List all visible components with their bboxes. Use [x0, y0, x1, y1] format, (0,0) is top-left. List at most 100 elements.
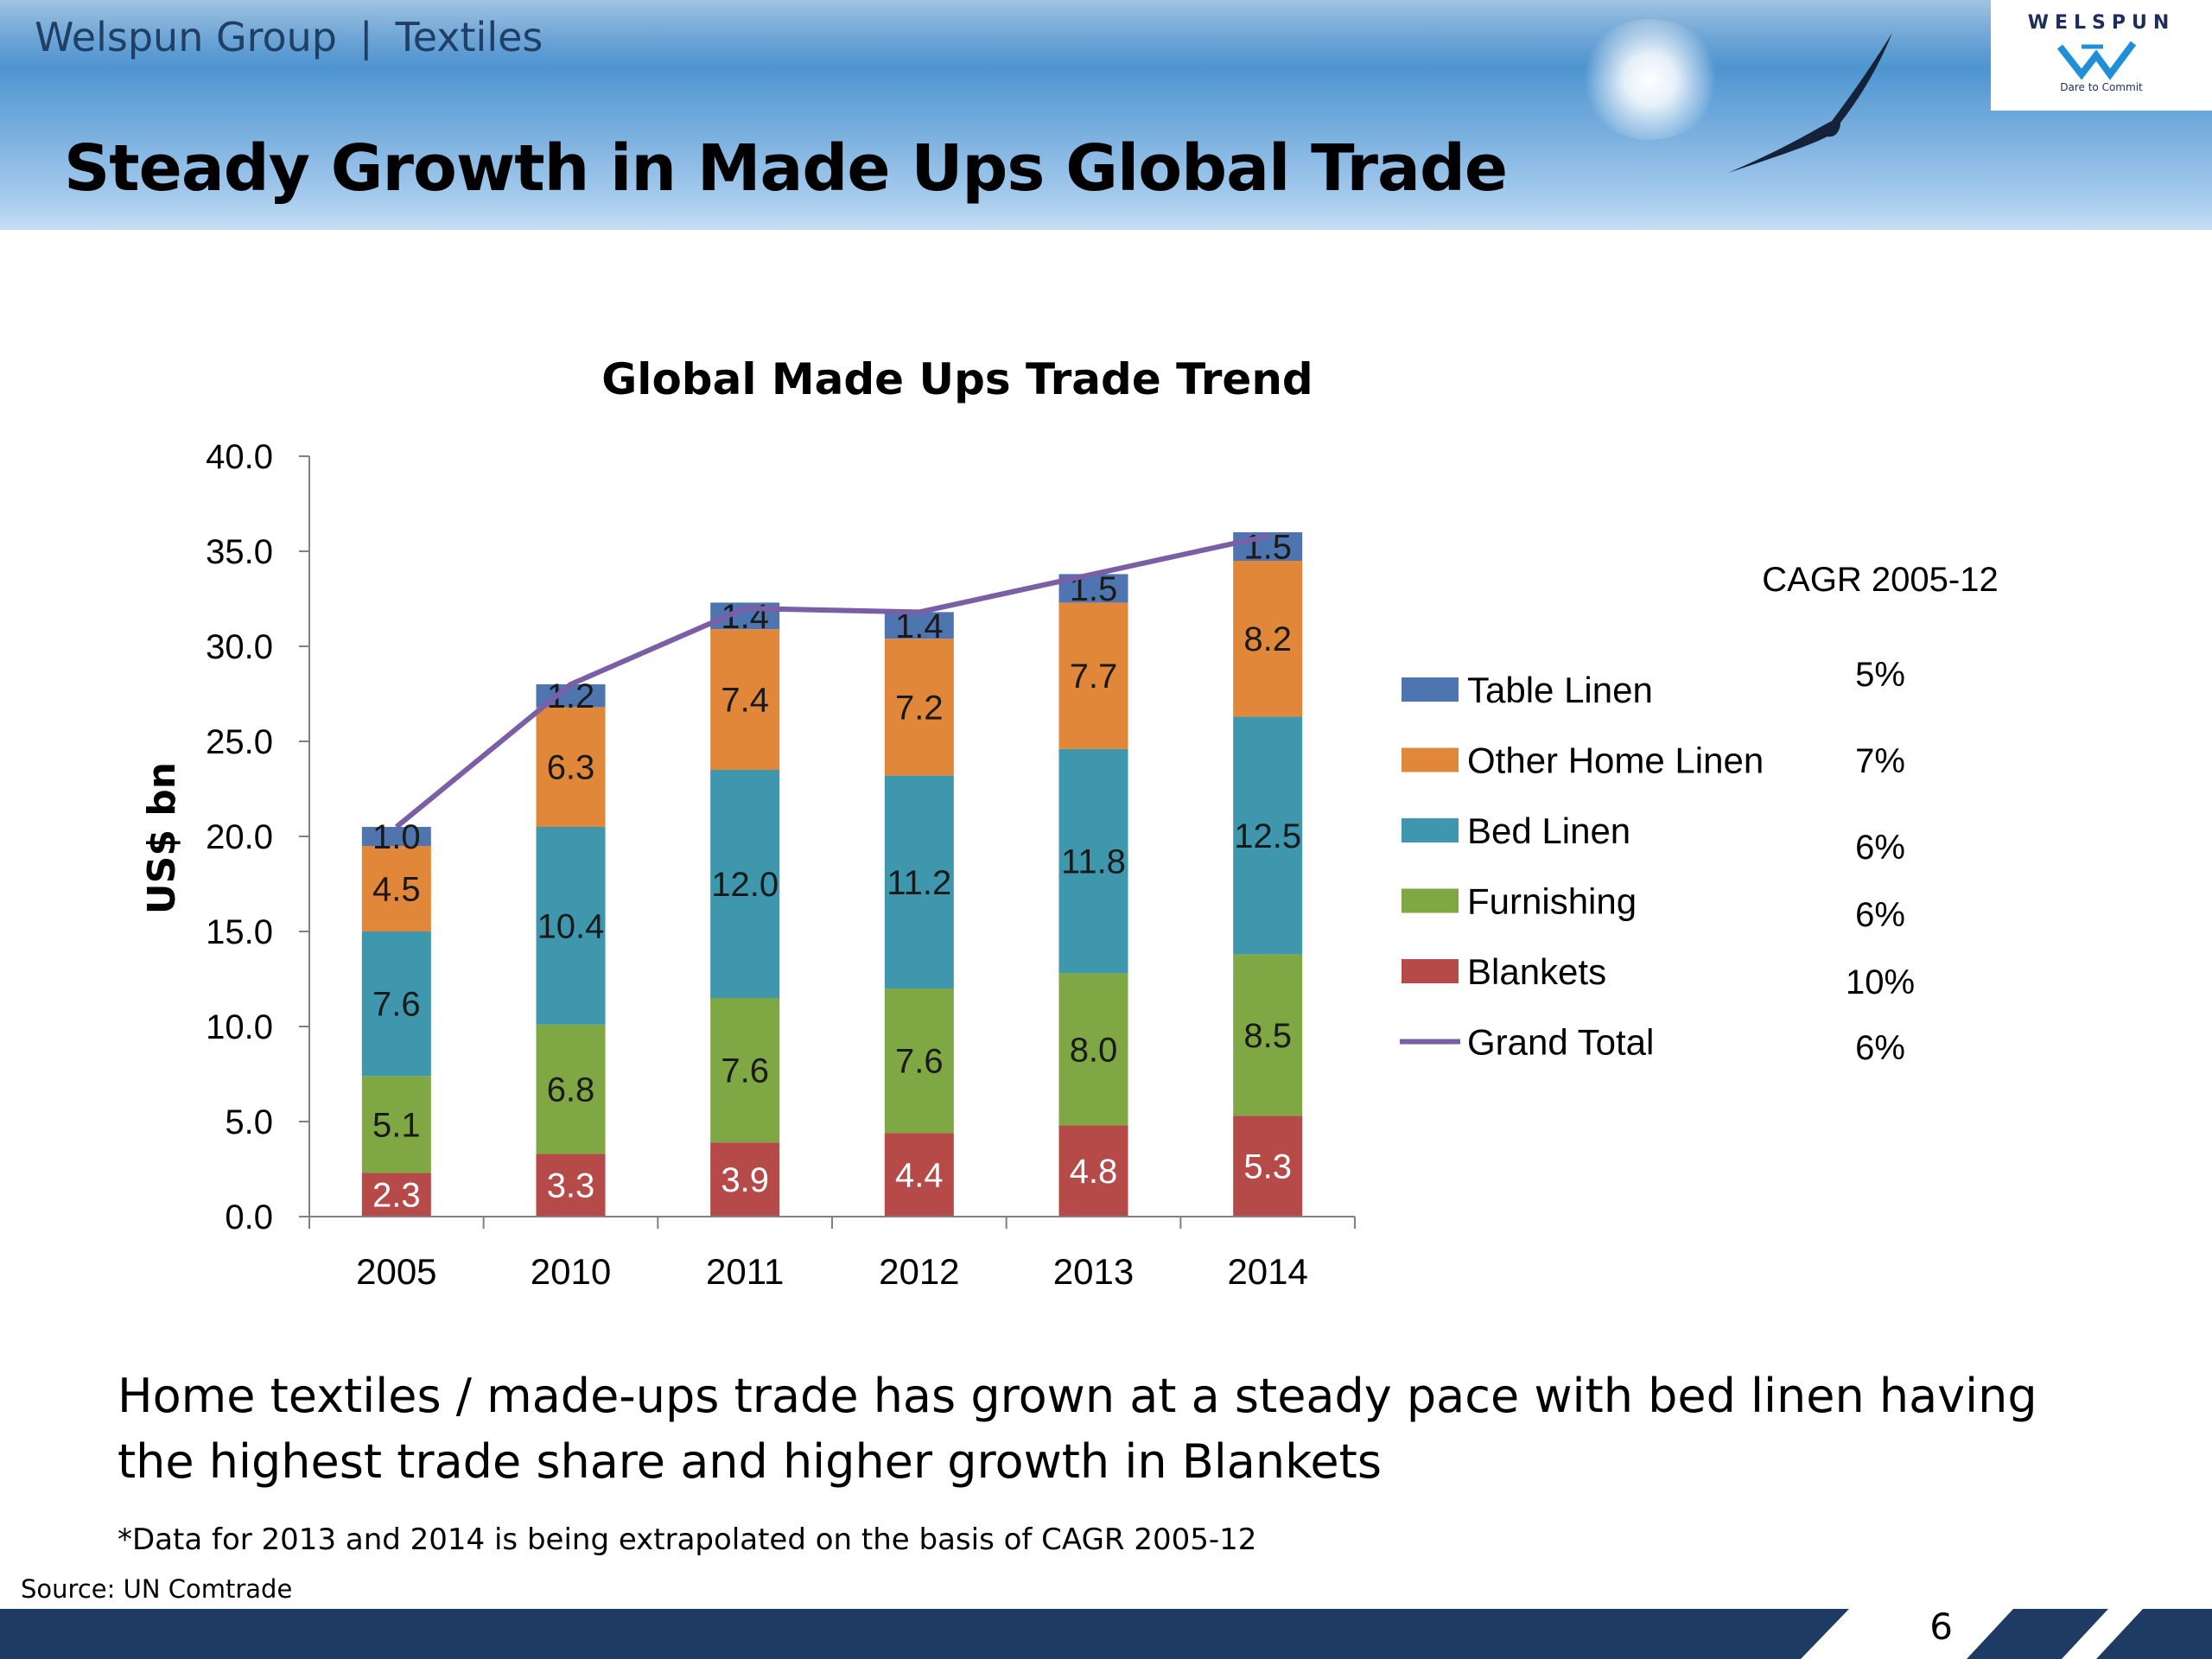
- y-tick-label: 40.0: [206, 438, 273, 476]
- legend-cagr-value: 6%: [1855, 896, 1905, 934]
- chart-legend: CAGR 2005-12 Table Linen 5% Other Home Line…: [1400, 561, 1999, 1067]
- legend-label: Furnishing: [1467, 881, 1637, 922]
- bar-value-label: 3.9: [721, 1161, 769, 1199]
- x-tick-label: 2014: [1227, 1251, 1307, 1292]
- y-tick-label: 5.0: [225, 1103, 273, 1141]
- bar-segment: [1058, 602, 1128, 749]
- bar-value-label: 12.5: [1234, 817, 1301, 855]
- bar-segment: [710, 629, 780, 770]
- bar-segment: [710, 770, 780, 998]
- y-tick-label: 10.0: [206, 1008, 273, 1046]
- bar-value-label: 4.4: [895, 1157, 944, 1195]
- bar-value-label: 7.7: [1070, 658, 1118, 696]
- summary-text: Home textiles / made-ups trade has grown…: [118, 1369, 2037, 1489]
- bar-segment: [884, 639, 954, 776]
- breadcrumb: Welspun Group | Textiles: [35, 14, 543, 60]
- x-tick-label: 2005: [356, 1251, 436, 1292]
- logo-w-icon: [2056, 41, 2137, 80]
- page-number: 6: [1929, 1605, 1953, 1648]
- bar-value-label: 2.3: [372, 1177, 421, 1215]
- bar-value-label: 10.4: [537, 907, 605, 945]
- bar-value-label: 5.1: [372, 1106, 421, 1144]
- legend-cagr-value: 10%: [1846, 963, 1915, 1001]
- logo-wordmark: WELSPUN: [2027, 12, 2176, 34]
- bar-value-label: 11.8: [1061, 843, 1126, 881]
- bar-value-label: 7.6: [721, 1052, 769, 1090]
- data-labels: 2.35.17.64.51.03.36.810.46.31.23.97.612.…: [372, 529, 1301, 1215]
- bar-segment: [1233, 954, 1303, 1116]
- bar-segment: [1233, 716, 1303, 955]
- header-banner: Welspun Group | Textiles Steady Growth in …: [0, 0, 2212, 230]
- source-note: Source: UN Comtrade: [21, 1574, 293, 1604]
- breadcrumb-separator: |: [359, 14, 373, 60]
- x-tick-label: 2013: [1053, 1251, 1134, 1292]
- legend-swatch: [1402, 888, 1459, 913]
- legend-swatch: [1402, 959, 1459, 983]
- bar-segment: [361, 1173, 431, 1217]
- bar-segment: [1058, 748, 1128, 974]
- bar-value-label: 5.3: [1243, 1148, 1292, 1186]
- legend-label: Grand Total: [1467, 1022, 1654, 1063]
- bar-segment: [884, 1133, 954, 1217]
- grand-total-line: [394, 533, 1268, 830]
- bar-value-label: 8.5: [1243, 1017, 1292, 1055]
- legend-swatch: [1402, 747, 1459, 772]
- bar-segment: [361, 827, 431, 846]
- bar-value-label: 7.6: [895, 1043, 944, 1081]
- grand-total-line-group: [394, 533, 1268, 830]
- bar-segment: [1233, 1116, 1303, 1217]
- chart-axes: [308, 456, 1356, 1229]
- legend-cagr-value: 6%: [1855, 1029, 1905, 1067]
- y-tick-label: 35.0: [206, 533, 273, 571]
- legend-label: Bed Linen: [1467, 810, 1630, 851]
- bar-segment: [361, 846, 431, 931]
- breadcrumb-section: Textiles: [395, 14, 543, 60]
- bar-value-label: 7.2: [895, 689, 944, 727]
- bar-segment: [710, 1142, 780, 1217]
- y-axis-label: US$ bn: [140, 762, 184, 914]
- bar-segment: [536, 1024, 606, 1154]
- legend-label: Table Linen: [1467, 670, 1653, 710]
- x-axis-ticks: 2005 2010 2011 2012 2013 2014: [356, 1251, 1308, 1292]
- company-logo: WELSPUN Dare to Commit: [1991, 0, 2212, 111]
- y-axis-ticks: 0.0 5.0 10.0 15.0 20.0 25.0 30.0 35.0 40.0: [206, 438, 309, 1236]
- bar-value-label: 7.6: [372, 986, 421, 1024]
- bar-segment: [884, 612, 954, 639]
- legend-swatch: [1402, 677, 1459, 702]
- bar-stacks: [361, 532, 1303, 1217]
- bar-segment: [1058, 1125, 1128, 1217]
- bar-segment: [1233, 561, 1303, 717]
- bar-segment: [361, 1076, 431, 1173]
- bar-segment: [884, 988, 954, 1134]
- x-tick-label: 2011: [706, 1251, 784, 1292]
- trade-trend-chart: Global Made Ups Trade Trend US$ bn 0.0 5.…: [140, 354, 1999, 1292]
- legend-cagr-value: 6%: [1855, 829, 1905, 867]
- bar-value-label: 4.8: [1070, 1153, 1118, 1191]
- bar-value-label: 6.8: [547, 1071, 595, 1109]
- bar-value-label: 12.0: [711, 866, 779, 904]
- y-tick-label: 20.0: [206, 818, 273, 856]
- bar-segment: [1058, 973, 1128, 1126]
- x-tick-label: 2012: [879, 1251, 959, 1292]
- chart-title: Global Made Ups Trade Trend: [601, 354, 1313, 404]
- bar-segment: [536, 1154, 606, 1217]
- bar-value-label: 8.0: [1070, 1031, 1118, 1069]
- header-highlight: [0, 0, 2212, 67]
- bar-value-label: 6.3: [547, 749, 595, 787]
- bar-value-label: 7.4: [721, 682, 769, 720]
- bar-value-label: 3.3: [547, 1167, 595, 1205]
- logo-tagline: Dare to Commit: [2060, 81, 2143, 93]
- legend-cagr-value: 7%: [1855, 742, 1905, 780]
- legend-swatch: [1402, 818, 1459, 842]
- y-tick-label: 0.0: [225, 1198, 273, 1236]
- breadcrumb-company: Welspun Group: [35, 14, 338, 60]
- bar-segment: [361, 931, 431, 1077]
- bar-value-label: 8.2: [1243, 620, 1292, 658]
- legend-label: Blankets: [1467, 951, 1606, 992]
- sun-graphic: [1581, 19, 1719, 140]
- y-tick-label: 25.0: [206, 723, 273, 761]
- legend-cagr-value: 5%: [1855, 656, 1905, 694]
- bar-segment: [710, 998, 780, 1143]
- bar-value-label: 11.2: [887, 864, 951, 902]
- bar-segment: [536, 827, 606, 1025]
